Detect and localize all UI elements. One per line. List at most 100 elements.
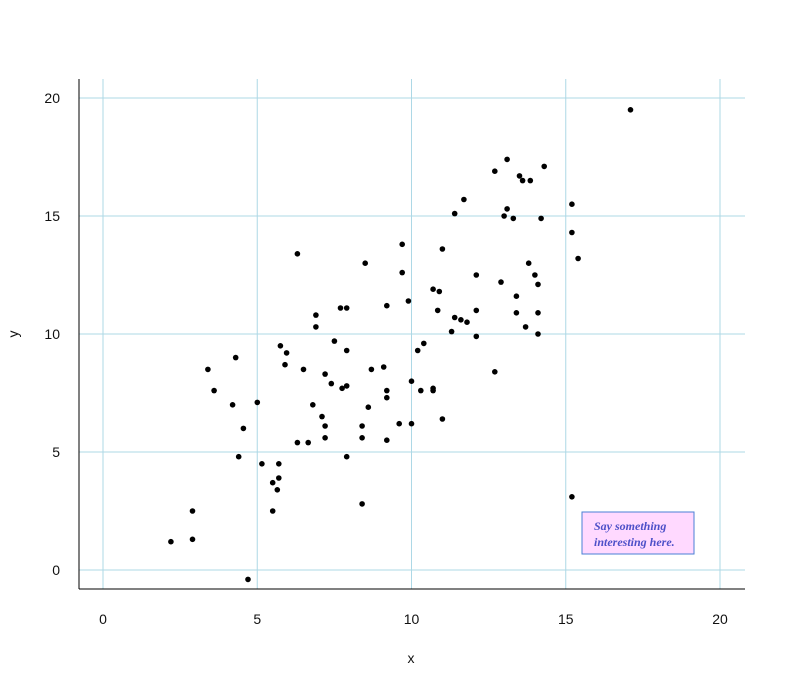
y-axis-title: y (5, 331, 21, 338)
data-point-77 (319, 413, 325, 420)
data-point-93 (235, 453, 242, 460)
data-point-41 (384, 302, 390, 309)
data-point-33 (473, 307, 480, 314)
data-point-83 (254, 399, 261, 406)
data-point-61 (337, 305, 344, 311)
data-point-89 (269, 508, 276, 514)
data-point-74 (339, 385, 345, 392)
data-point-92 (229, 402, 236, 408)
data-point-54 (384, 394, 390, 401)
x-tick-label-10: 10 (404, 611, 420, 627)
data-point-26 (473, 272, 480, 278)
data-point-59 (359, 435, 365, 441)
x-tick-label-5: 5 (253, 611, 261, 627)
data-point-97 (189, 508, 196, 514)
data-point-38 (399, 241, 406, 248)
data-point-2 (504, 156, 510, 163)
data-point-51 (408, 420, 415, 427)
data-point-87 (269, 479, 276, 486)
data-point-29 (436, 288, 443, 295)
data-point-52 (384, 437, 390, 444)
y-tick-label-10: 10 (44, 326, 60, 342)
data-point-85 (276, 461, 282, 467)
data-point-19 (535, 281, 541, 288)
data-point-32 (464, 319, 470, 326)
data-point-50 (396, 420, 403, 427)
data-point-82 (343, 453, 350, 460)
x-axis-title: x (408, 650, 415, 666)
annotation-line-2: interesting here. (594, 535, 675, 549)
data-point-17 (525, 260, 532, 267)
x-tick-label-15: 15 (558, 611, 574, 627)
axes: 0 5 10 15 20 0 5 10 15 20 (44, 79, 745, 627)
data-point-69 (283, 350, 290, 356)
data-point-64 (313, 324, 319, 330)
data-point-44 (414, 347, 421, 354)
data-point-13 (538, 215, 544, 222)
data-point-63 (313, 312, 319, 318)
data-point-66 (343, 347, 350, 354)
data-point-1 (569, 494, 575, 500)
data-point-88 (274, 487, 281, 493)
data-point-72 (322, 371, 328, 377)
data-point-39 (399, 269, 406, 276)
data-point-12 (510, 215, 517, 222)
data-point-95 (205, 366, 211, 373)
data-point-7 (541, 163, 547, 170)
y-tick-label-15: 15 (44, 208, 60, 224)
y-tick-label-0: 0 (52, 562, 60, 578)
data-point-36 (448, 328, 455, 335)
data-point-90 (245, 576, 251, 583)
data-point-57 (365, 404, 372, 411)
data-point-48 (430, 387, 436, 394)
data-point-9 (451, 210, 458, 217)
annotation-box: Say something interesting here. (581, 511, 695, 555)
data-point-5 (519, 177, 526, 184)
data-point-34 (473, 333, 480, 340)
data-point-60 (359, 501, 365, 507)
data-point-20 (498, 279, 504, 285)
grid-lines (79, 79, 745, 589)
data-point-24 (522, 324, 529, 330)
data-point-23 (535, 310, 541, 316)
data-point-81 (305, 439, 312, 446)
data-point-70 (282, 361, 288, 368)
data-point-3 (492, 168, 498, 174)
data-point-58 (359, 423, 365, 429)
data-point-71 (300, 366, 307, 373)
data-point-37 (492, 369, 498, 375)
data-point-84 (259, 461, 265, 467)
data-point-43 (421, 340, 427, 347)
data-point-16 (575, 255, 581, 262)
data-point-96 (211, 387, 217, 394)
data-point-75 (343, 383, 350, 389)
data-point-45 (408, 378, 415, 385)
data-point-0 (627, 107, 634, 113)
data-point-99 (168, 538, 174, 545)
data-point-11 (501, 213, 507, 219)
data-point-30 (451, 314, 458, 321)
data-points (168, 107, 634, 583)
data-point-53 (384, 387, 390, 394)
data-point-78 (322, 423, 328, 429)
data-point-68 (277, 343, 284, 349)
data-point-55 (380, 364, 387, 370)
data-point-4 (516, 173, 523, 179)
data-point-25 (535, 331, 541, 337)
x-tick-label-20: 20 (712, 611, 728, 627)
y-tick-label-20: 20 (44, 90, 60, 106)
data-point-8 (461, 196, 467, 203)
data-point-94 (240, 425, 247, 432)
data-point-91 (232, 354, 239, 361)
data-point-6 (527, 177, 534, 184)
data-point-14 (569, 201, 575, 207)
data-point-15 (569, 229, 575, 236)
y-tick-label-5: 5 (52, 444, 60, 460)
data-point-28 (430, 286, 436, 293)
data-point-42 (362, 260, 369, 267)
data-point-22 (513, 310, 520, 316)
data-point-10 (504, 206, 510, 212)
data-point-49 (439, 416, 446, 422)
